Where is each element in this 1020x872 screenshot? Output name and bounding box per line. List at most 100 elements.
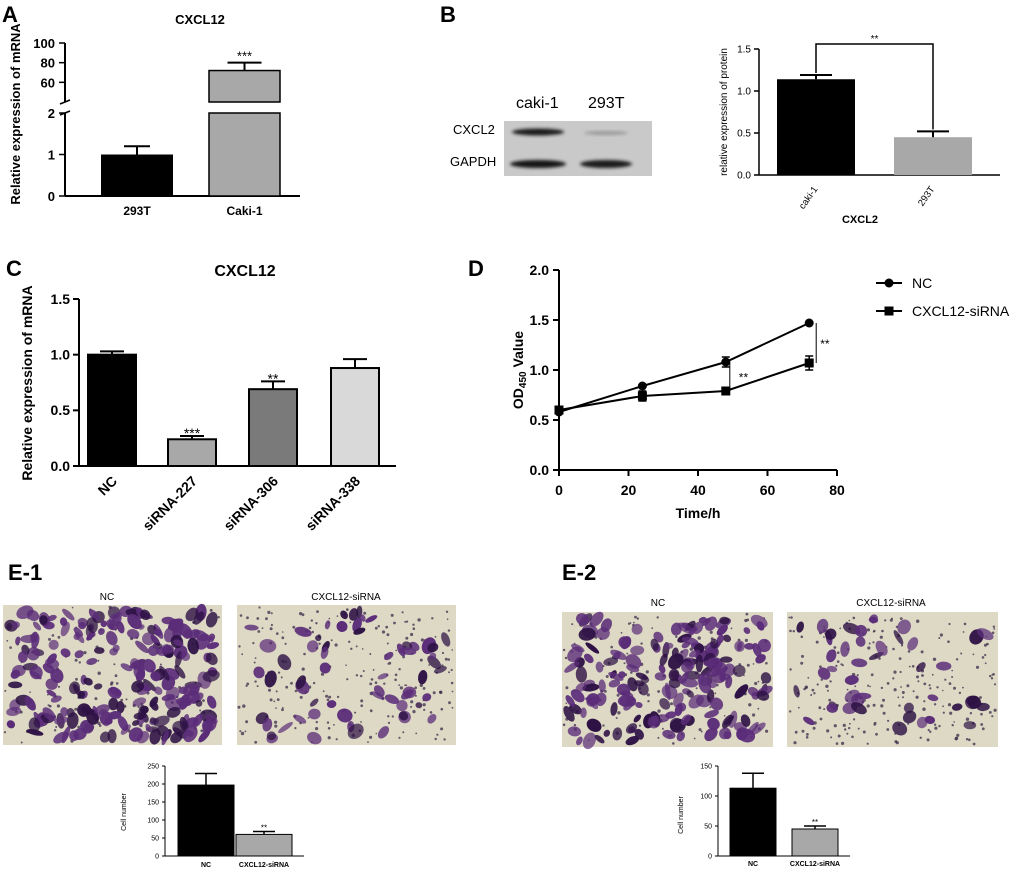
stained-cell xyxy=(703,659,715,667)
stained-cell xyxy=(377,726,390,739)
chart-d-xlabel: Time/h xyxy=(676,505,721,521)
membrane-pore xyxy=(275,707,277,709)
y-tick-label: 0.5 xyxy=(737,129,751,140)
y-tick-label: 80 xyxy=(41,56,55,71)
membrane-pore xyxy=(334,643,338,647)
membrane-pore xyxy=(345,664,347,666)
membrane-pore xyxy=(602,724,605,727)
membrane-pore xyxy=(237,705,241,709)
membrane-pore xyxy=(882,711,886,715)
stained-cell xyxy=(825,628,837,640)
bar xyxy=(167,438,217,467)
stained-cell xyxy=(326,700,337,709)
stained-cell xyxy=(576,736,583,746)
membrane-pore xyxy=(565,702,568,705)
significance-label: *** xyxy=(184,425,201,441)
membrane-pore xyxy=(744,638,749,643)
stained-cell xyxy=(734,640,745,652)
membrane-pore xyxy=(336,695,340,699)
membrane-pore xyxy=(401,611,404,614)
membrane-pore xyxy=(360,674,363,678)
membrane-pore xyxy=(948,622,951,626)
stained-cell xyxy=(266,731,277,741)
bar-caki1-lower xyxy=(208,112,281,197)
stained-cell xyxy=(716,624,728,636)
membrane-pore xyxy=(849,722,851,725)
membrane-pore xyxy=(920,650,924,654)
membrane-pore xyxy=(47,704,50,707)
y-tick-label: 1.5 xyxy=(51,291,71,307)
membrane-pore xyxy=(239,730,242,733)
stained-cell xyxy=(132,697,147,707)
membrane-pore xyxy=(316,610,319,613)
membrane-pore xyxy=(932,657,937,661)
membrane-pore xyxy=(841,664,844,667)
stained-cell xyxy=(193,611,205,625)
membrane-pore xyxy=(875,732,878,736)
stained-cell xyxy=(608,671,624,681)
stained-cell xyxy=(86,658,98,665)
stained-cell xyxy=(145,723,152,732)
stained-cell xyxy=(48,639,59,650)
membrane-pore xyxy=(57,635,61,639)
membrane-pore xyxy=(315,622,318,625)
membrane-pore xyxy=(616,693,620,697)
membrane-pore xyxy=(657,690,660,693)
membrane-pore xyxy=(626,652,629,655)
membrane-pore xyxy=(640,642,643,645)
membrane-pore xyxy=(451,649,454,651)
data-point-sirna xyxy=(637,391,647,401)
membrane-pore xyxy=(74,658,78,662)
stained-cell xyxy=(86,617,98,633)
stained-cell xyxy=(46,689,57,697)
membrane-pore xyxy=(71,606,74,609)
membrane-pore xyxy=(53,729,57,732)
membrane-pore xyxy=(377,625,380,628)
stained-cell xyxy=(149,717,157,724)
membrane-pore xyxy=(386,642,389,645)
y-tick-label: 250 xyxy=(147,763,159,770)
stained-cell xyxy=(704,727,718,742)
membrane-pore xyxy=(947,703,952,707)
membrane-pore xyxy=(984,662,987,665)
membrane-pore xyxy=(447,629,451,632)
membrane-pore xyxy=(953,721,955,723)
membrane-pore xyxy=(451,690,454,693)
stained-cell xyxy=(59,617,68,627)
membrane-pore xyxy=(299,612,303,616)
membrane-pore xyxy=(894,740,898,744)
data-point-sirna xyxy=(804,358,814,368)
membrane-pore xyxy=(634,615,637,619)
membrane-pore xyxy=(902,696,904,699)
membrane-pore xyxy=(900,686,902,688)
membrane-pore xyxy=(757,680,760,683)
membrane-pore xyxy=(899,617,903,620)
stained-cell xyxy=(595,661,604,673)
membrane-pore xyxy=(833,646,837,649)
stained-cell xyxy=(722,634,732,643)
bar xyxy=(777,79,855,175)
bar xyxy=(235,833,293,857)
membrane-pore xyxy=(927,728,930,732)
membrane-pore xyxy=(4,689,7,692)
membrane-pore xyxy=(844,728,847,731)
membrane-pore xyxy=(851,735,854,739)
membrane-pore xyxy=(657,736,660,739)
significance-label: ** xyxy=(268,370,279,386)
membrane-pore xyxy=(362,670,365,672)
membrane-pore xyxy=(419,658,423,662)
stained-cell xyxy=(927,694,939,702)
stained-cell xyxy=(183,683,200,697)
stained-cell xyxy=(744,642,755,650)
micrograph-sirna xyxy=(237,605,456,745)
membrane-pore xyxy=(217,616,220,619)
stained-cell xyxy=(39,615,48,625)
membrane-pore xyxy=(709,706,712,709)
y-tick-label: 200 xyxy=(147,781,159,788)
membrane-pore xyxy=(962,686,964,689)
membrane-pore xyxy=(923,682,927,686)
membrane-pore xyxy=(907,650,911,653)
membrane-pore xyxy=(835,664,838,668)
membrane-pore xyxy=(431,617,434,620)
membrane-pore xyxy=(299,695,303,699)
